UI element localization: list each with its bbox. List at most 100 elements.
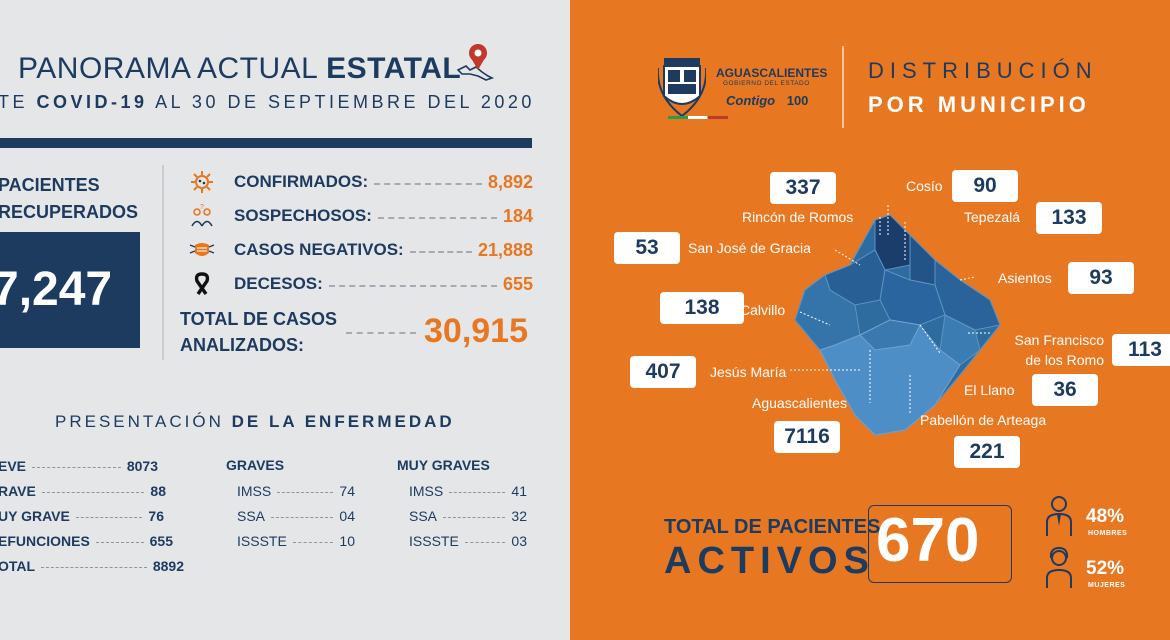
graves-label: IMSS	[237, 483, 272, 499]
dotted-leader	[374, 183, 482, 185]
man-icon	[1044, 494, 1074, 538]
total-casos-label-line2: ANALIZADOS:	[180, 335, 304, 355]
header-divider	[0, 138, 532, 148]
dotted-leader	[292, 542, 334, 543]
svg-text:?: ?	[200, 204, 204, 211]
graves-row: IMSS 74	[237, 480, 355, 502]
municipio-label-calvillo: Calvillo	[740, 302, 786, 318]
stat-label: DECESOS:	[234, 274, 323, 293]
summary-label: EVE	[0, 458, 27, 474]
flag-stripe	[668, 116, 728, 119]
muy-graves-label: ISSSTE	[409, 533, 459, 549]
stat-value: 655	[502, 273, 533, 294]
dotted-leader	[409, 251, 472, 253]
logo-slogan: Contigo 100	[726, 93, 808, 108]
dotted-leader	[75, 517, 143, 518]
stat-row-confirmados: CONFIRMADOS: 8,892	[188, 168, 533, 196]
municipio-label-rincon-de-romos: Rincón de Romos	[742, 209, 854, 225]
summary-value: 8073	[126, 458, 158, 474]
municipio-count-calvillo: 138	[660, 292, 744, 324]
municipio-count-pabellon-de-arteaga: 221	[954, 436, 1020, 468]
stat-value: 8,892	[487, 171, 533, 192]
summary-value: 88	[150, 483, 166, 499]
page-title: PANORAMA ACTUAL ESTATAL	[18, 52, 461, 86]
muy-graves-value: 03	[511, 533, 527, 549]
municipio-count-el-llano: 36	[1032, 374, 1098, 406]
recuperados-label: PACIENTES RECUPERADOS	[0, 172, 138, 226]
summary-value: 8892	[152, 558, 184, 574]
municipio-count-aguascalientes: 7116	[774, 421, 840, 453]
total-casos-label-line1: TOTAL DE CASOS	[180, 309, 338, 329]
muy-graves-heading: MUY GRAVES	[397, 457, 490, 473]
municipio-count-tepezala: 133	[1036, 202, 1102, 234]
summary-row: UY GRAVE 76	[0, 505, 164, 527]
municipio-label-aguascalientes: Aguascalientes	[752, 395, 847, 411]
recuperados-label-line1: PACIENTES	[0, 175, 100, 195]
subtitle-bold: COVID-19	[36, 92, 148, 112]
logo-state-name: AGUASCALIENTES	[716, 66, 828, 80]
title-bold: ESTATAL	[326, 52, 462, 85]
summary-label: OTAL	[0, 558, 36, 574]
total-casos-value: 30,915	[424, 312, 528, 350]
hombres-label: HOMBRES	[1088, 530, 1128, 537]
municipio-label-san-jose-de-gracia: San José de Gracia	[688, 240, 811, 256]
people-question-icon: ?	[188, 203, 216, 229]
municipio-count-rincon-de-romos: 337	[770, 172, 836, 204]
municipio-label-san-francisco-de-los-romo: San Francisco de los Romo	[1014, 332, 1104, 368]
graves-label: ISSSTE	[237, 533, 287, 549]
state-coat-of-arms-logo	[656, 56, 708, 120]
municipio-label-pabellon-de-arteaga: Pabellón de Arteaga	[920, 412, 1047, 428]
graves-row: ISSSTE 10	[237, 530, 355, 552]
dotted-leader	[464, 542, 506, 543]
dotted-leader	[449, 492, 506, 493]
virus-icon	[188, 169, 216, 195]
stat-row-decesos: DECESOS: 655	[188, 270, 533, 298]
summary-label: RAVE	[0, 483, 36, 499]
summary-row: EFUNCIONES 655	[0, 530, 173, 552]
municipio-count-san-jose-de-gracia: 53	[614, 232, 680, 264]
municipio-label-cosio: Cosío	[906, 178, 943, 194]
logo-subtitle: GOBIERNO DEL ESTADO	[723, 80, 810, 87]
subtitle-suffix: AL 30 DE SEPTIEMBRE DEL 2020	[155, 92, 535, 112]
municipio-count-asientos: 93	[1068, 262, 1134, 294]
total-casos-label: TOTAL DE CASOS ANALIZADOS:	[180, 306, 337, 358]
mujeres-label: MUJERES	[1088, 582, 1126, 589]
stat-value: 184	[502, 205, 533, 226]
summary-label: UY GRAVE	[0, 508, 70, 524]
graves-value: 04	[339, 508, 355, 524]
dotted-leader	[41, 567, 147, 568]
stat-label: CASOS NEGATIVOS:	[234, 240, 404, 259]
woman-icon	[1044, 546, 1074, 590]
municipio-label-asientos: Asientos	[998, 270, 1052, 286]
recuperados-value-box: 7,247	[0, 232, 140, 348]
municipio-label-el-llano: El Llano	[964, 382, 1015, 398]
municipio-label-jesus-maria: Jesús María	[710, 364, 787, 380]
mexico-map-pin-icon	[452, 40, 498, 86]
municipality-distribution-panel: AGUASCALIENTES GOBIERNO DEL ESTADO Conti…	[570, 0, 1170, 640]
title-prefix: PANORAMA ACTUAL	[18, 52, 318, 85]
stat-value: 21,888	[477, 239, 533, 260]
municipio-count-san-francisco-de-los-romo: 113	[1112, 334, 1170, 366]
dotted-leader	[328, 285, 497, 287]
summary-value: 655	[149, 533, 173, 549]
activos-label-line2: ACTIVOS	[664, 540, 875, 582]
activos-value-box	[868, 505, 1012, 583]
dotted-leader	[32, 467, 121, 468]
header-separator	[842, 46, 844, 128]
graves-value: 10	[339, 533, 355, 549]
dotted-leader	[271, 517, 334, 518]
muy-graves-row: SSA 32	[409, 505, 527, 527]
dotted-leader	[41, 492, 145, 493]
hombres-percent: 48%	[1086, 506, 1125, 527]
recuperados-label-line2: RECUPERADOS	[0, 202, 139, 222]
presentacion-heading-prefix: PRESENTACIÓN	[55, 412, 224, 431]
muy-graves-label: IMSS	[409, 483, 444, 499]
summary-row: OTAL 8892	[0, 555, 184, 577]
municipio-label-tepezala: Tepezalá	[964, 209, 1021, 225]
muy-graves-row: ISSSTE 03	[409, 530, 527, 552]
mourning-ribbon-icon	[188, 271, 216, 297]
dotted-leader	[95, 542, 144, 543]
dotted-leader	[277, 492, 334, 493]
muy-graves-value: 41	[511, 483, 527, 499]
municipio-count-jesus-maria: 407	[630, 356, 696, 388]
